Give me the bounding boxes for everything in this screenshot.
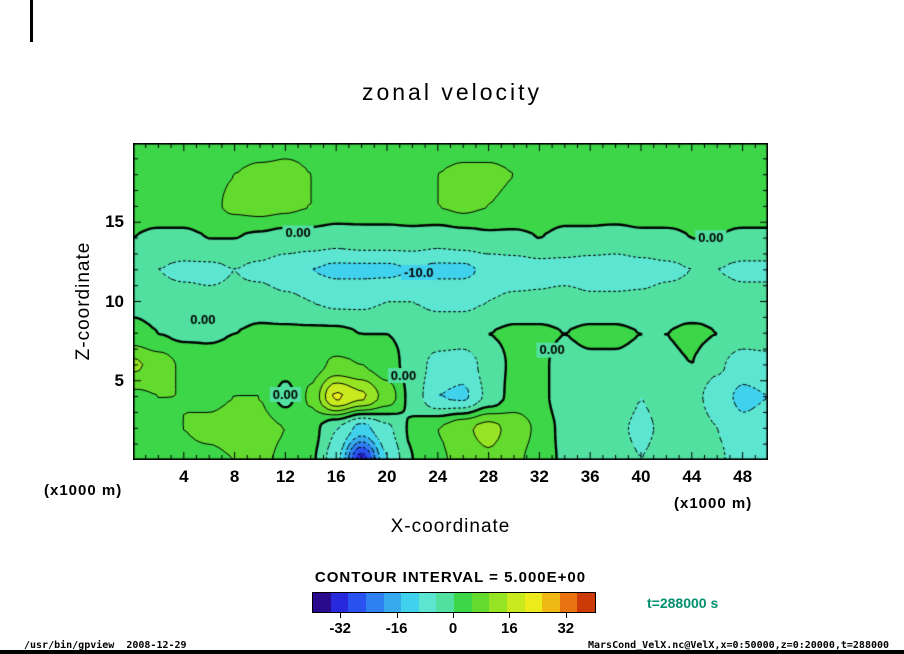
x-tick-label: 20 bbox=[377, 467, 397, 486]
colorbar-segment bbox=[506, 593, 525, 612]
x-tick-label: 44 bbox=[682, 467, 702, 486]
colorbar-tick-label: -16 bbox=[385, 620, 408, 637]
colorbar-tick bbox=[453, 613, 454, 618]
plot-area bbox=[133, 143, 768, 460]
footer-datasource: MarsCond_VelX.nc@VelX,x=0:50000,z=0:2000… bbox=[588, 640, 890, 651]
colorbar-segment bbox=[348, 593, 366, 612]
colorbar-segment bbox=[524, 593, 543, 612]
colorbar-tick-label: 0 bbox=[448, 620, 458, 637]
colorbar-segment bbox=[489, 593, 507, 612]
colorbar-segment bbox=[436, 593, 454, 612]
x-tick-label: 12 bbox=[275, 467, 295, 486]
colorbar-tick-label: 32 bbox=[557, 620, 575, 637]
colorbar-tick bbox=[509, 613, 511, 618]
chart-title: zonal velocity bbox=[361, 79, 543, 105]
contour-plot-canvas bbox=[133, 143, 768, 460]
colorbar-segment bbox=[559, 593, 578, 612]
z-axis-unit: (x1000 m) bbox=[44, 482, 123, 499]
window-artifact bbox=[30, 0, 33, 42]
time-label: t=288000 s bbox=[647, 595, 719, 611]
x-tick-label: 48 bbox=[733, 467, 753, 486]
colorbar-segment bbox=[577, 593, 595, 612]
colorbar-tick-label: 16 bbox=[501, 620, 518, 637]
colorbar-segment bbox=[542, 593, 560, 612]
z-tick-label: 10 bbox=[105, 291, 124, 311]
colorbar-tick-label: -32 bbox=[329, 620, 352, 637]
colorbar-tick bbox=[340, 613, 342, 618]
colorbar-segment bbox=[383, 593, 402, 612]
colorbar-segment bbox=[401, 593, 419, 612]
colorbar-segment bbox=[471, 593, 490, 612]
x-tick-label: 24 bbox=[428, 467, 448, 486]
x-tick-label: 8 bbox=[229, 467, 240, 486]
colorbar-tick bbox=[565, 613, 567, 618]
x-tick-label: 4 bbox=[179, 467, 189, 486]
z-tick-label: 15 bbox=[105, 212, 124, 232]
x-tick-label: 40 bbox=[631, 467, 651, 486]
colorbar bbox=[312, 592, 596, 613]
x-axis-label: X-coordinate bbox=[390, 516, 511, 537]
x-axis-unit: (x1000 m) bbox=[674, 495, 753, 512]
colorbar-segment bbox=[365, 593, 384, 612]
colorbar-tick bbox=[396, 613, 398, 618]
colorbar-segment bbox=[418, 593, 437, 612]
x-tick-label: 16 bbox=[326, 467, 346, 486]
x-tick-label: 36 bbox=[580, 467, 600, 486]
z-tick-label: 5 bbox=[114, 370, 124, 390]
footer-command: /usr/bin/gpview 2008-12-29 bbox=[24, 640, 187, 651]
colorbar-segment bbox=[454, 593, 472, 612]
colorbar-segment bbox=[330, 593, 349, 612]
contour-interval-label: CONTOUR INTERVAL = 5.000E+00 bbox=[314, 569, 587, 586]
x-tick-label: 32 bbox=[529, 467, 549, 486]
bottom-border bbox=[0, 650, 904, 654]
x-tick-label: 28 bbox=[479, 467, 499, 486]
colorbar-segment bbox=[313, 593, 331, 612]
